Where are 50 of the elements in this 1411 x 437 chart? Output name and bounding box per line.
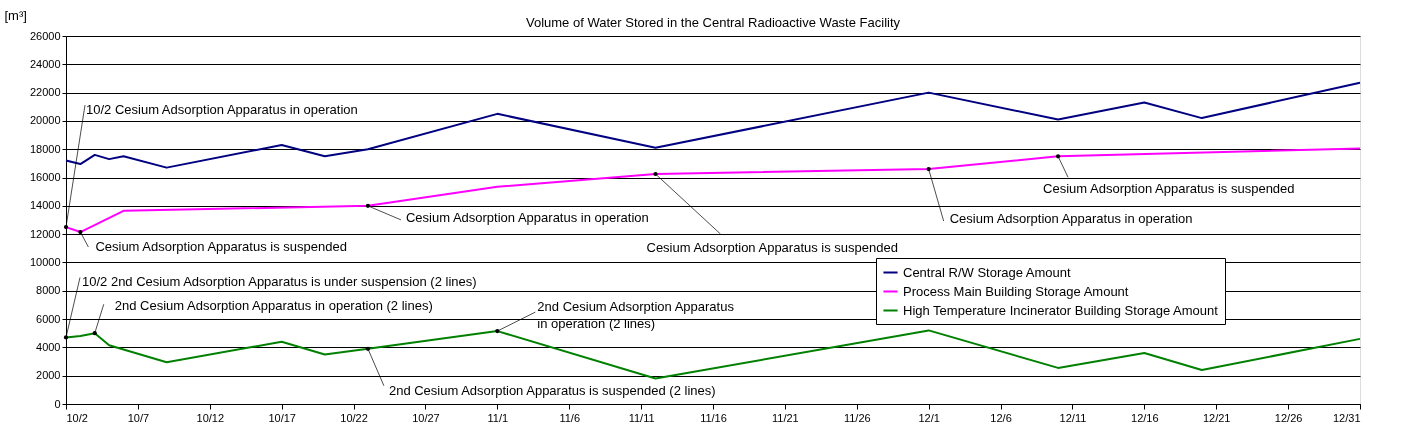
y-tick-label: 18000 (29, 142, 61, 155)
x-tick-label: 10/22 (340, 411, 368, 424)
x-tick-label: 10/17 (268, 411, 296, 424)
y-tick-label: 24000 (29, 57, 61, 70)
y-tick-label: 22000 (29, 86, 61, 99)
y-tick-label: 14000 (29, 199, 61, 212)
annotation: 10/2 Cesium Adsorption Apparatus in operation (86, 102, 358, 118)
y-tick-label: 26000 (29, 29, 61, 42)
x-tick-label: 11/26 (843, 411, 871, 424)
y-tick-label: 20000 (29, 114, 61, 127)
x-tick-label: 12/26 (1274, 411, 1303, 424)
x-tick-label: 11/16 (700, 411, 727, 424)
annotation: Cesium Adsorption Apparatus is suspended (646, 240, 898, 255)
annotation: 2nd Cesium Adsorption Apparatus is suspended (2 lines) (388, 382, 716, 398)
line-series (65, 147, 1361, 234)
x-tick-label: 12/11 (1059, 411, 1087, 424)
x-tick-label: 11/6 (559, 411, 581, 424)
x-tick-label: 12/1 (918, 411, 940, 424)
x-tick-label: 10/12 (196, 411, 225, 424)
y-tick-label: 12000 (29, 227, 61, 240)
x-tick-label: 11/11 (628, 411, 655, 424)
line-series (65, 329, 1361, 380)
y-tick-label: 8000 (36, 284, 61, 297)
x-tick-label: 10/7 (127, 411, 150, 424)
annotation: Cesium Adsorption Apparatus is suspended (95, 239, 347, 255)
x-tick-label: 11/1 (487, 411, 509, 424)
x-tick-label: 10/2 (66, 411, 88, 424)
annotation: 2nd Cesium Adsorption Apparatus in operation (2 lines) (114, 298, 433, 314)
y-tick-label: 2000 (36, 369, 61, 382)
y-axis-title: [m³] (4, 7, 27, 23)
y-tick-label: 0 (54, 397, 61, 410)
legend-label: High Temperature Incinerator Building Storage Amount (903, 302, 1219, 318)
y-tick-label: 6000 (36, 312, 61, 325)
x-tick-label: 10/27 (412, 411, 440, 424)
annotation: 10/2 2nd Cesium Adsorption Apparatus is under suspension (2 lines) (82, 274, 477, 290)
annotation: Cesium Adsorption Apparatus in operation (949, 211, 1193, 227)
annotation: Cesium Adsorption Apparatus in operation (405, 209, 649, 225)
y-tick-label: 4000 (36, 340, 61, 353)
y-tick-label: 10000 (29, 255, 61, 268)
x-tick-label: 12/16 (1131, 411, 1159, 424)
line-series (65, 81, 1361, 169)
x-tick-label: 11/21 (772, 411, 799, 424)
x-tick-label: 12/6 (990, 411, 1012, 424)
chart-title: Volume of Water Stored in the Central Radioactive Waste Facility (525, 15, 901, 30)
legend-label: Process Main Building Storage Amount (903, 283, 1129, 299)
y-tick-label: 16000 (29, 171, 61, 184)
legend-label: Central R/W Storage Amount (903, 264, 1072, 280)
x-tick-label: 12/31 (1332, 411, 1361, 424)
x-tick-label: 12/21 (1202, 411, 1231, 424)
annotation: Cesium Adsorption Apparatus is suspended (1043, 181, 1295, 197)
